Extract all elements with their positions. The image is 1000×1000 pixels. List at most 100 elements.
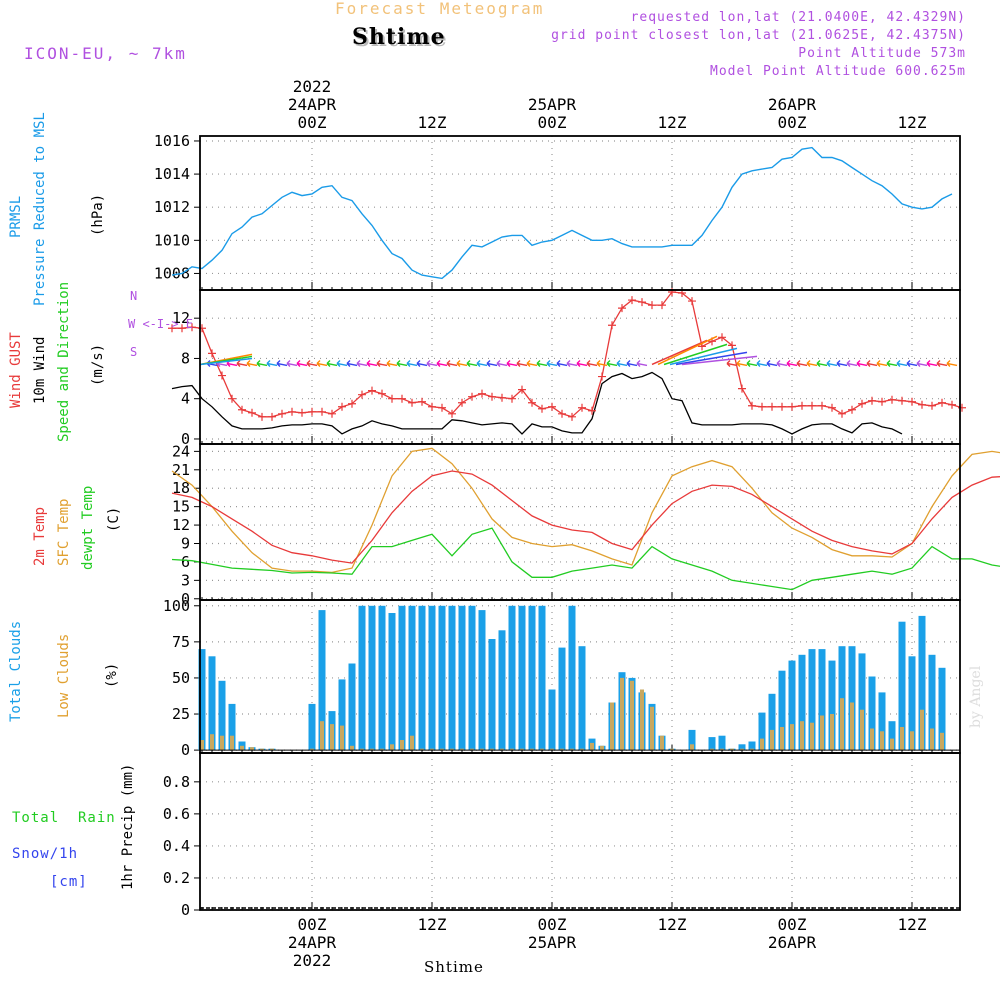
y-tick-label: 1014 (154, 165, 190, 183)
wind-arrow (936, 359, 948, 367)
gust-marker (848, 405, 856, 414)
gust-marker (888, 395, 896, 404)
top-time-label: 00Z (778, 113, 807, 132)
total-cloud-bar (318, 610, 326, 751)
wind-arrow (596, 359, 608, 367)
low-cloud-bar (210, 734, 214, 751)
total-cloud-bar (458, 605, 466, 751)
top-time-label: 12Z (898, 113, 927, 132)
total-cloud-bar (908, 656, 916, 751)
low-cloud-bar (380, 748, 384, 751)
gust-marker (478, 389, 486, 398)
gust-marker (568, 412, 576, 421)
y-tick-label: 6 (181, 553, 190, 571)
total-cloud-bar (228, 703, 236, 751)
y-tick-label: 3 (181, 571, 190, 589)
wind-arrow (256, 359, 268, 367)
low-cloud-bar (770, 729, 774, 751)
wind-arrow (586, 359, 598, 367)
footer-station: Shtime (424, 958, 484, 976)
top-time-label: 12Z (658, 113, 687, 132)
wind-arrow (336, 359, 348, 367)
top-time-label: 00Z (538, 113, 567, 132)
low-cloud-bar (560, 748, 564, 751)
wind-arrow-long (199, 357, 253, 366)
low-cloud-bar (880, 731, 884, 751)
total-cloud-bar (358, 605, 366, 751)
wind-arrow (786, 359, 798, 367)
total-cloud-bar (478, 610, 486, 751)
gust-marker (348, 399, 356, 408)
gust-marker (428, 402, 436, 411)
wind-arrow (946, 359, 958, 367)
total-cloud-bar (308, 703, 316, 751)
low-cloud-bar (520, 748, 524, 751)
wind-arrow (546, 359, 558, 367)
wind-arrow (776, 359, 788, 367)
top-time-label: 00Z (298, 113, 327, 132)
total-cloud-bar (218, 680, 226, 751)
total-cloud-bar (558, 647, 566, 751)
model-label: ICON-EU, ~ 7km (24, 44, 187, 63)
low-cloud-bar (220, 735, 224, 751)
low-cloud-bar (310, 748, 314, 751)
total-cloud-bar (818, 649, 826, 751)
wind-arrow (366, 359, 378, 367)
low-cloud-bar (600, 745, 604, 751)
y-tick-label: 0 (181, 430, 190, 448)
gust-marker (928, 401, 936, 410)
top-time-label: 12Z (418, 113, 447, 132)
y-tick-label: 18 (172, 479, 190, 497)
low-cloud-bar (440, 748, 444, 751)
low-cloud-bar (540, 748, 544, 751)
low-cloud-bar (830, 714, 834, 751)
low-cloud-bar (660, 735, 664, 751)
y-tick-label: 9 (181, 534, 190, 552)
wind-arrow (526, 359, 538, 367)
gust-marker (868, 396, 876, 405)
gust-marker (608, 321, 616, 330)
gust-marker (638, 298, 646, 307)
wind-arrow (506, 359, 518, 367)
wind-arrow (386, 359, 398, 367)
gust-marker (948, 400, 956, 409)
total-cloud-bar (568, 605, 576, 751)
gust-marker (298, 408, 306, 417)
total-cloud-bar (808, 649, 816, 751)
low-cloud-bar (780, 727, 784, 751)
total-cloud-bar (548, 689, 556, 751)
total-cloud-bar (498, 630, 506, 751)
y-tick-label: 1012 (154, 198, 190, 216)
gust-marker (468, 392, 476, 401)
low-cloud-bar (230, 735, 234, 751)
total-cloud-bar (928, 654, 936, 751)
y-tick-label: 25 (172, 705, 190, 723)
low-cloud-bar (340, 725, 344, 751)
low-cloud-bar (480, 748, 484, 751)
y-tick-label: 0.4 (163, 837, 190, 855)
gust-marker (838, 409, 846, 418)
y-tick-label: 0 (181, 901, 190, 919)
bottom-time-label: 12Z (418, 915, 447, 934)
gust-marker (938, 398, 946, 407)
low-cloud-bar (750, 748, 754, 751)
wind-arrow (516, 359, 528, 367)
low-cloud-bar (490, 748, 494, 751)
y-tick-label: 21 (172, 461, 190, 479)
gust-marker (358, 390, 366, 399)
total-cloud-bar (388, 613, 396, 751)
compass-north: N (130, 289, 137, 303)
low-cloud-bar (400, 740, 404, 751)
gust-marker (368, 386, 376, 395)
station-name: Shtime (352, 24, 446, 50)
wind-arrow (356, 359, 368, 367)
wind-arrow-long (669, 347, 738, 366)
wind-arrow (466, 359, 478, 367)
wind-arrow (246, 359, 258, 367)
low-cloud-bar (330, 724, 334, 751)
y-tick-label: 75 (172, 633, 190, 651)
bottom-time-label: 26APR (768, 933, 817, 952)
gust-marker (228, 394, 236, 403)
gust-marker (598, 372, 606, 381)
